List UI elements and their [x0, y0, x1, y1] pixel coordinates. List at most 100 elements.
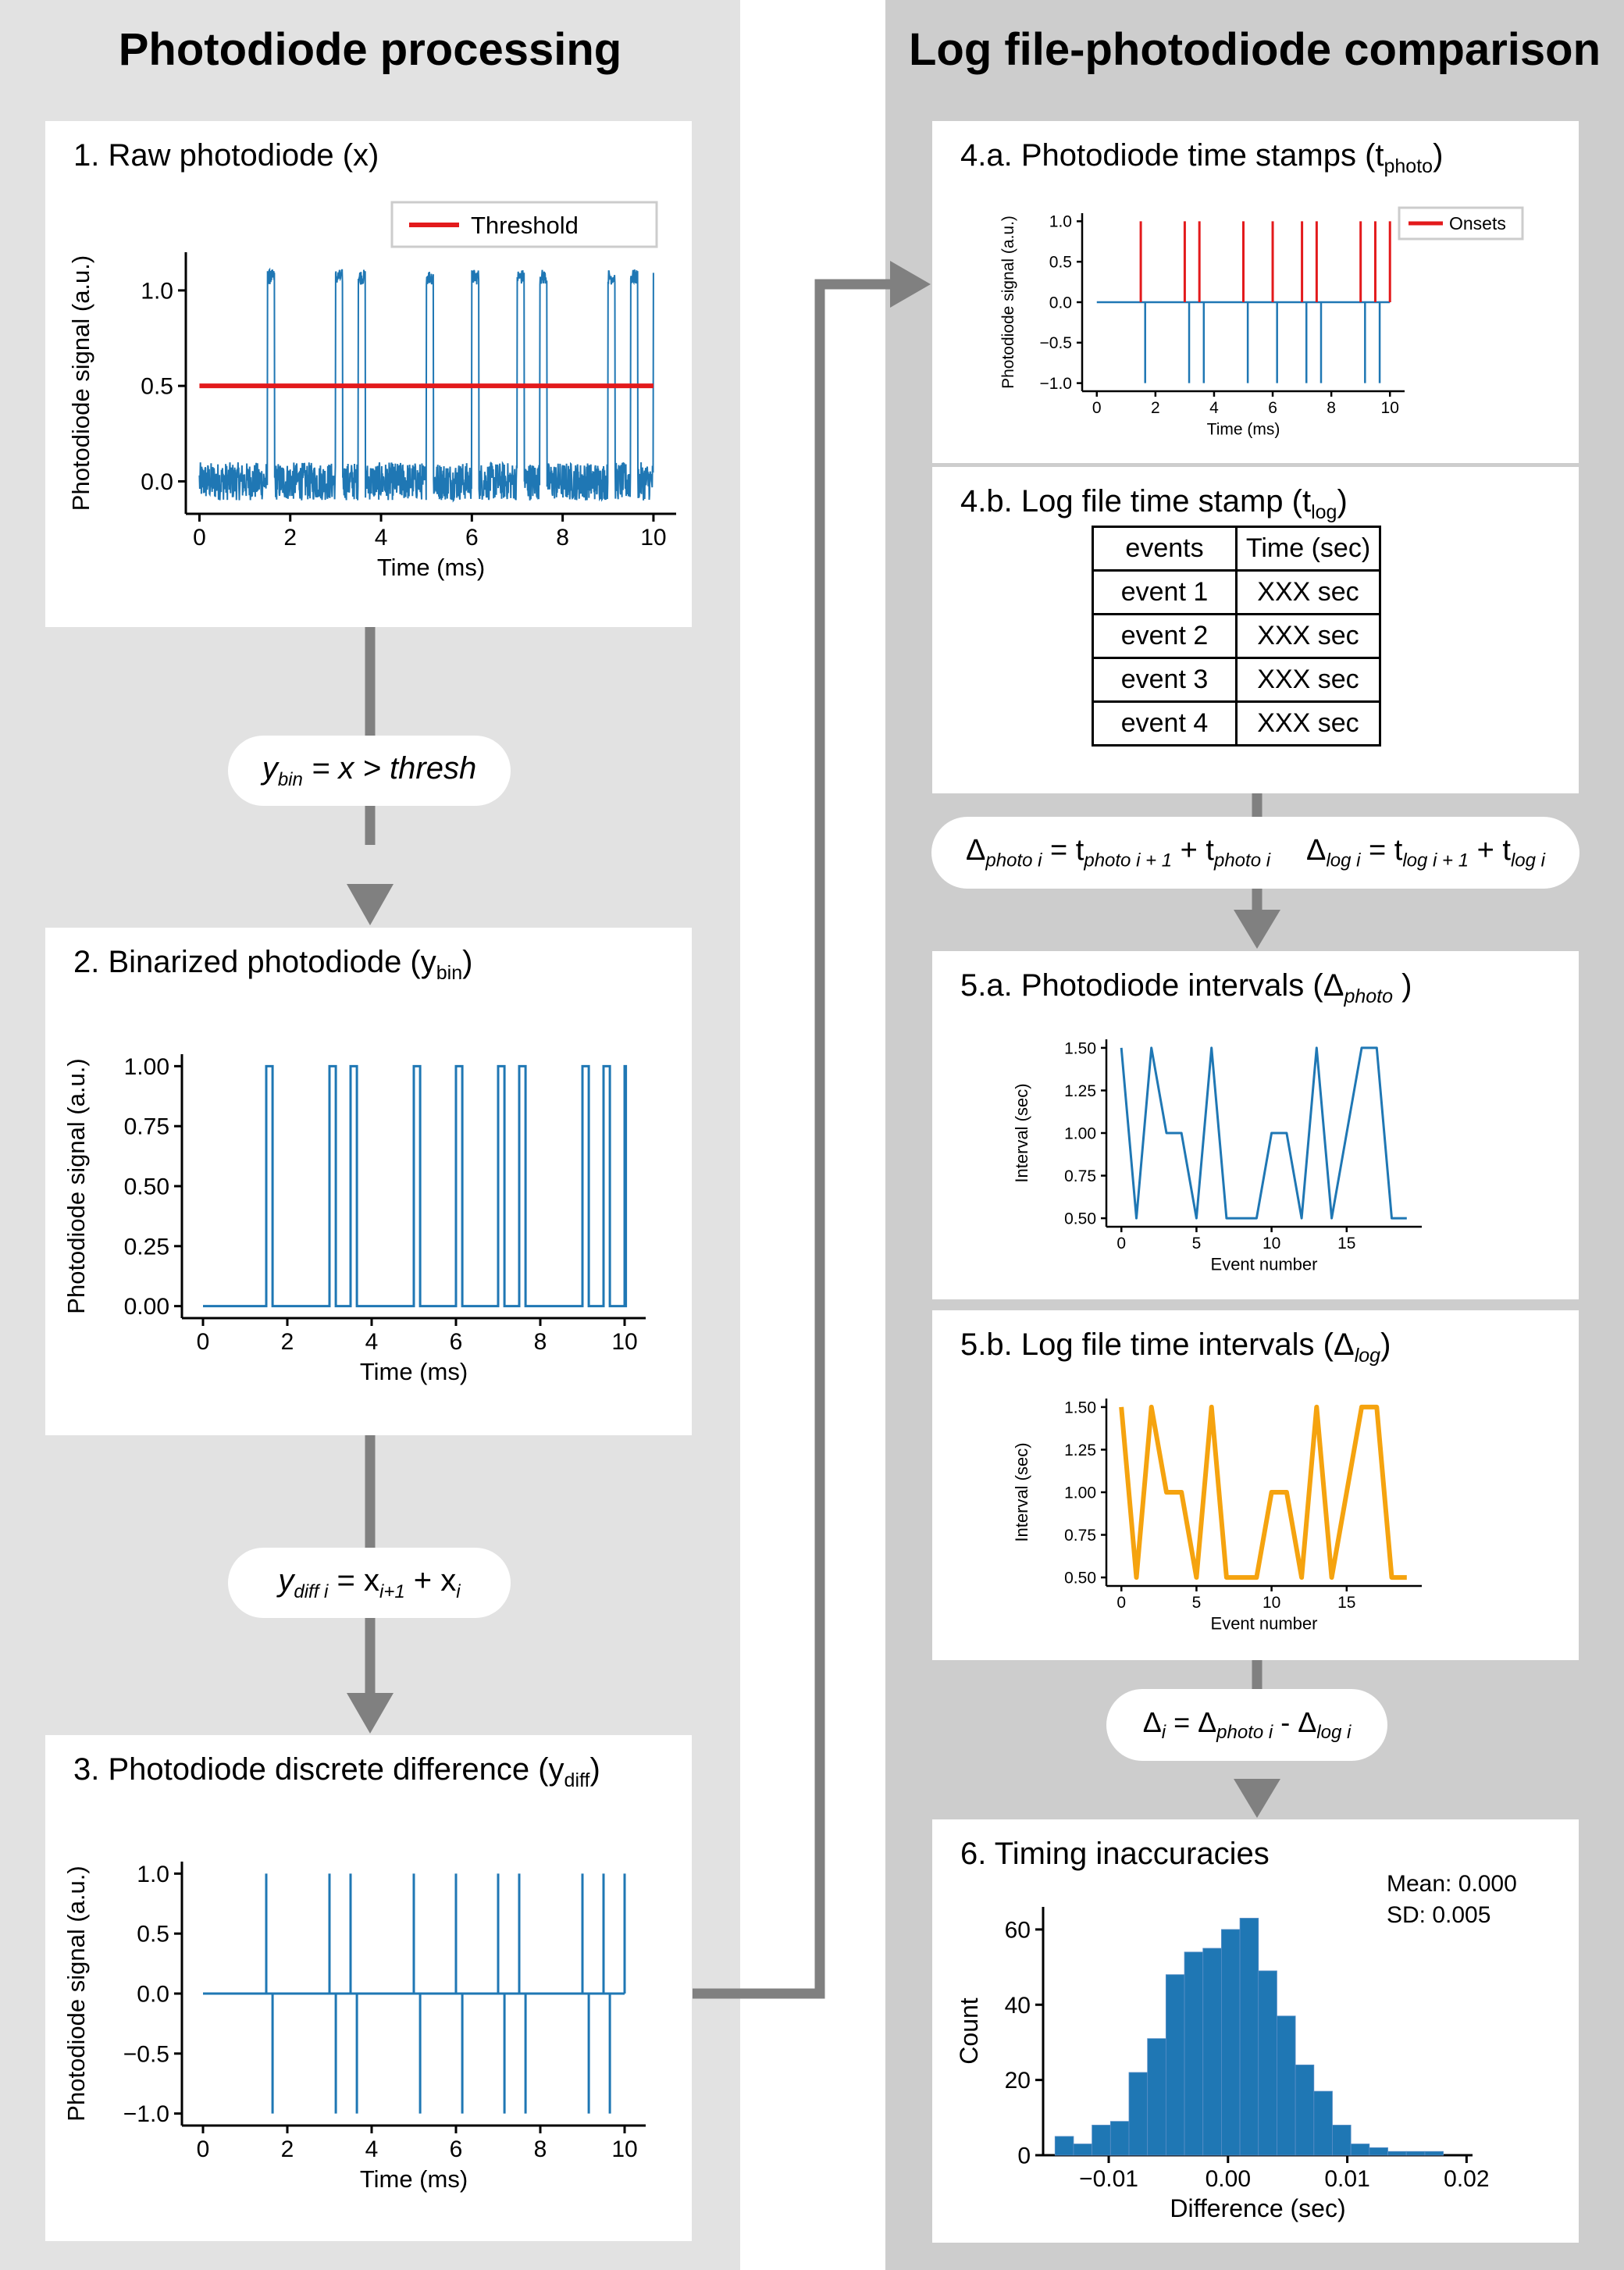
- title-subscript: bin: [436, 962, 463, 984]
- raw-photodiode-panel: 1. Raw photodiode (x) 0 2 4 6 8 10 0.0 0.5 1.0 Ti…: [45, 121, 692, 627]
- y-tick-label: 1.0: [1049, 213, 1072, 231]
- log-timestamps-panel: 4.b. Log file time stamp (tlog) events T…: [932, 467, 1579, 793]
- formula-subscript: bin: [277, 768, 303, 790]
- raw-photodiode-chart: 0 2 4 6 8 10 0.0 0.5 1.0 Time (ms) Photodiode sign…: [67, 201, 676, 581]
- x-tick-label: 15: [1337, 1235, 1355, 1253]
- formula-subscript: photo i: [985, 850, 1042, 871]
- y-tick-label: −0.5: [1040, 334, 1072, 352]
- legend: Threshold: [390, 201, 658, 248]
- formula-subscript: photo i + 1: [1084, 850, 1173, 871]
- y-axis-label: Count: [955, 1997, 983, 2065]
- title-end: ): [1433, 138, 1444, 173]
- histogram-bar: [1239, 1918, 1259, 2156]
- binarized-photodiode-panel: 2. Binarized photodiode (ybin) 0 2 4 6 8 10 0.…: [45, 928, 692, 1435]
- formula-subscript: log i + 1: [1402, 850, 1469, 871]
- panel-title: 4.a. Photodiode time stamps (tphoto): [960, 138, 1443, 178]
- timing-histogram-chart: −0.01 0.00 0.01 0.02 0 20 40 60 Difference (sec)…: [955, 1871, 1517, 2222]
- histogram-bar: [1277, 2015, 1296, 2156]
- histogram-bar: [1369, 2147, 1388, 2156]
- formula-eq: = t: [1360, 833, 1403, 867]
- x-tick-label: 15: [1337, 1594, 1355, 1612]
- panel-title: 1. Raw photodiode (x): [73, 138, 379, 173]
- x-tick-label: 0: [197, 1329, 210, 1355]
- discrete-difference-panel: 3. Photodiode discrete difference (ydiff…: [45, 1735, 692, 2241]
- histogram-bar: [1165, 1974, 1185, 2156]
- y-tick-label: 0.5: [137, 1922, 169, 1947]
- axes-group: 0 5 10 15 0.50 0.75 1.00 1.25 1.50 Event number In…: [1012, 1039, 1422, 1274]
- formula-eq: = x: [328, 1563, 379, 1598]
- photodiode-timestamps-panel: 4.a. Photodiode time stamps (tphoto) 0 2 4…: [932, 121, 1579, 463]
- x-tick-label: 2: [283, 525, 297, 551]
- x-tick-label: 10: [1263, 1594, 1280, 1612]
- axes-group: 0 2 4 6 8 10 0.0 0.5 1.0 Time (ms) Photodiode sign…: [67, 252, 676, 581]
- y-tick-label: 0.75: [124, 1114, 169, 1140]
- formula-rest: = x > thresh: [302, 750, 477, 786]
- x-tick-label: 10: [640, 525, 666, 551]
- x-tick-label: 0: [1116, 1594, 1126, 1612]
- y-axis-label: Photodiode signal (a.u.): [62, 1866, 90, 2121]
- x-tick-label: 2: [281, 1329, 294, 1355]
- title-text: 5.a. Photodiode intervals (Δ: [960, 968, 1344, 1003]
- y-tick-label: 0.5: [1049, 254, 1072, 272]
- y-tick-label: 20: [1005, 2068, 1031, 2094]
- table-row: event 1 XXX sec: [1092, 569, 1381, 615]
- histogram-bar: [1109, 2121, 1130, 2156]
- y-tick-label: −0.5: [123, 2041, 169, 2067]
- interval-series: [1120, 1046, 1407, 1220]
- title-subscript: photo: [1384, 155, 1433, 177]
- y-tick-label: 0.75: [1064, 1167, 1096, 1185]
- axes-group: 0 2 4 6 8 10 −1.0 −0.5 0.0 0.5 1.0 Time (ms) Photodi…: [62, 1862, 646, 2193]
- x-axis-label: Time (ms): [360, 2165, 468, 2193]
- x-tick-label: 6: [450, 2136, 463, 2162]
- title-text: 5.b. Log file time intervals (Δ: [960, 1327, 1355, 1362]
- title-subscript: diff: [564, 1769, 590, 1791]
- panel-title: 6. Timing inaccuracies: [960, 1837, 1270, 1871]
- x-tick-label: 4: [365, 1329, 379, 1355]
- y-axis-label: Photodiode signal (a.u.): [999, 216, 1017, 389]
- formula-subscript: diff i: [294, 1580, 329, 1602]
- histogram-bar: [1221, 1929, 1241, 2156]
- y-tick-label: 0.0: [137, 1982, 169, 2008]
- y-tick-label: 0.0: [141, 469, 173, 495]
- x-tick-label: 0.02: [1444, 2166, 1489, 2192]
- photodiode-intervals-chart: 0 5 10 15 0.50 0.75 1.00 1.25 1.50 Event number In…: [1012, 1039, 1422, 1274]
- table-cell: event 2: [1092, 613, 1238, 659]
- title-text: 2. Binarized photodiode (y: [73, 945, 436, 979]
- histogram-bar: [1073, 2143, 1093, 2156]
- y-axis-label: Photodiode signal (a.u.): [62, 1058, 90, 1313]
- y-axis-label: Interval (sec): [1012, 1442, 1031, 1541]
- x-tick-label: 10: [1263, 1235, 1280, 1253]
- y-tick-label: 1.0: [137, 1862, 169, 1887]
- histogram-bar: [1092, 2125, 1111, 2156]
- formula-subscript: photo i: [1216, 1722, 1273, 1744]
- panel-title: 4.b. Log file time stamp (tlog): [960, 484, 1348, 524]
- y-tick-label: 0.50: [124, 1174, 169, 1200]
- y-tick-label: 0.50: [1064, 1569, 1096, 1587]
- x-tick-label: 6: [465, 525, 479, 551]
- timing-inaccuracies-panel: 6. Timing inaccuracies −0.01 0.00 0.01 0.02…: [932, 1819, 1579, 2243]
- x-tick-label: 5: [1192, 1235, 1202, 1253]
- x-axis-label: Event number: [1211, 1254, 1318, 1274]
- difference-series: [203, 1873, 626, 2114]
- y-tick-label: 0.0: [1049, 294, 1072, 312]
- histogram-bar: [1424, 2151, 1444, 2156]
- histogram-bar: [1258, 1970, 1277, 2156]
- x-tick-label: −0.01: [1079, 2166, 1138, 2192]
- table-row: event 4 XXX sec: [1092, 700, 1381, 747]
- table-cell: event 4: [1092, 700, 1238, 747]
- log-events-table: events Time (sec) event 1 XXX sec event …: [1092, 526, 1381, 747]
- interval-formulas: Δphoto i = tphoto i + 1 + tphoto i Δlog i…: [931, 817, 1579, 889]
- arrow-head-5-6: [1234, 1779, 1280, 1818]
- log-intervals-chart: 0 5 10 15 0.50 0.75 1.00 1.25 1.50 Event number In…: [1012, 1399, 1422, 1633]
- x-tick-label: 0.00: [1206, 2166, 1251, 2192]
- formula-subscript: log i: [1510, 850, 1545, 871]
- formula-subscript: i: [456, 1580, 461, 1602]
- y-tick-label: 1.50: [1064, 1399, 1096, 1417]
- table-cell: XXX sec: [1235, 657, 1381, 703]
- title-end: ): [589, 1752, 600, 1787]
- legend-onsets-label: Onsets: [1449, 213, 1506, 233]
- axes-group: 0 5 10 15 0.50 0.75 1.00 1.25 1.50 Event number In…: [1012, 1399, 1422, 1633]
- axes-group: 0 2 4 6 8 10 −1.0 −0.5 0.0 0.5 1.0 Time (ms) Photodi…: [999, 213, 1405, 438]
- photodiode-timestamps-chart: 0 2 4 6 8 10 −1.0 −0.5 0.0 0.5 1.0 Time (ms) Photodi…: [999, 206, 1524, 438]
- table-cell: XXX sec: [1235, 700, 1381, 747]
